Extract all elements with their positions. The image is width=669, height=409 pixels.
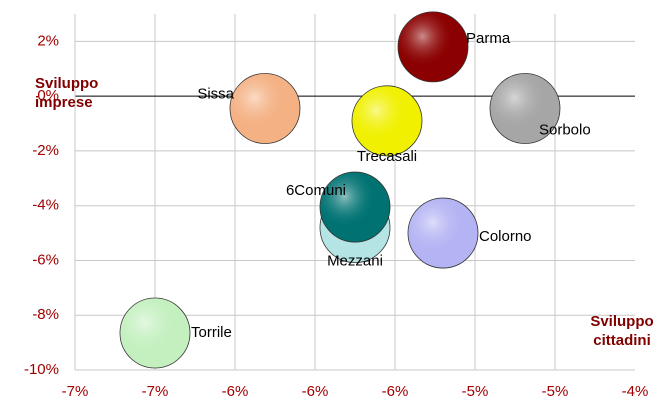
data-label: Sissa bbox=[197, 85, 234, 102]
x-tick-label: -6% bbox=[382, 383, 409, 400]
axis-title: Sviluppo imprese bbox=[35, 75, 98, 111]
bubble-shine bbox=[320, 172, 390, 243]
data-label: Torrile bbox=[191, 324, 232, 341]
y-tick-label: -8% bbox=[32, 306, 59, 323]
x-tick-label: -4% bbox=[622, 383, 649, 400]
data-label: Parma bbox=[466, 30, 511, 47]
bubble-shine bbox=[352, 85, 422, 156]
y-tick-label: -10% bbox=[24, 361, 59, 378]
bubble-shine bbox=[398, 11, 468, 82]
bubble-shine bbox=[408, 198, 478, 269]
data-label: Colorno bbox=[479, 228, 532, 245]
y-tick-label: 0% bbox=[37, 87, 59, 104]
y-tick-label: -4% bbox=[32, 197, 59, 214]
y-tick-label: -2% bbox=[32, 142, 59, 159]
bubble-shine bbox=[120, 298, 190, 369]
x-tick-label: -5% bbox=[462, 383, 489, 400]
data-label: 6Comuni bbox=[286, 182, 346, 199]
bubble-shine bbox=[230, 73, 300, 144]
x-tick-label: -6% bbox=[302, 383, 329, 400]
axis-title: Sviluppo cittadini bbox=[590, 313, 653, 349]
bubble-shine bbox=[490, 73, 560, 144]
y-tick-label: 2% bbox=[37, 32, 59, 49]
x-tick-label: -7% bbox=[62, 383, 89, 400]
x-tick-label: -7% bbox=[142, 383, 169, 400]
x-tick-label: -5% bbox=[542, 383, 569, 400]
y-tick-label: -6% bbox=[32, 251, 59, 268]
data-label: Trecasali bbox=[357, 148, 417, 165]
data-label: Mezzani bbox=[327, 253, 383, 270]
data-label: Sorbolo bbox=[539, 121, 591, 138]
x-tick-label: -6% bbox=[222, 383, 249, 400]
